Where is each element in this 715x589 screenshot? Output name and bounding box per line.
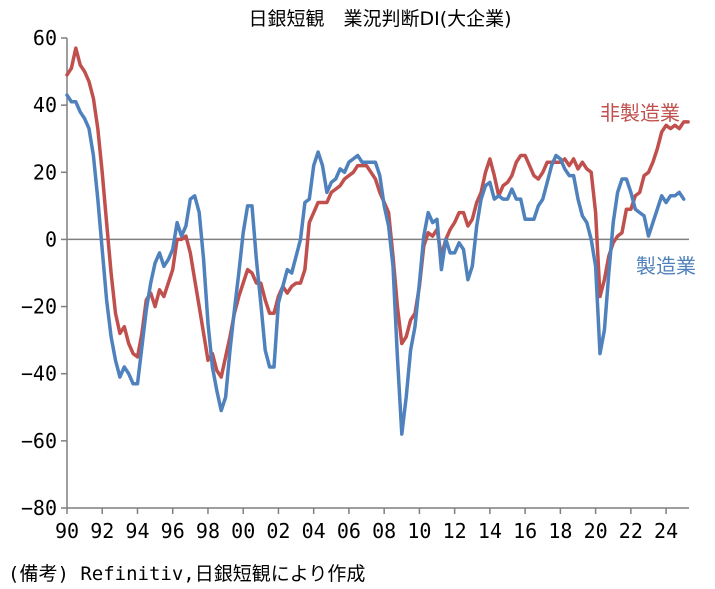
y-tick-group: 60 40 20 0 −20 −40 −60 −80: [21, 26, 67, 520]
x-tick-label: 02: [266, 519, 290, 543]
chart-title: 日銀短観 業況判断DI(大企業): [248, 8, 511, 30]
y-tick-label: −80: [21, 496, 57, 520]
x-tick-label: 16: [513, 519, 537, 543]
x-tick-label: 10: [407, 519, 431, 543]
plot-area: [66, 38, 689, 509]
x-tick-label: 22: [619, 519, 643, 543]
x-tick-label: 00: [231, 519, 255, 543]
series-label-manufacturing: 製造業: [636, 254, 696, 278]
x-tick-group: 90 92 94 96 98 00 02 04 06 08 10 12 14 16 18 20 22 24: [55, 508, 678, 543]
x-tick-label: 18: [548, 519, 572, 543]
x-tick-label: 14: [478, 519, 502, 543]
y-tick-label: 20: [33, 160, 57, 184]
x-tick-label: 08: [372, 519, 396, 543]
y-tick-label: 0: [45, 227, 57, 251]
series-line-nonmanufacturing: [65, 46, 690, 379]
series-label-nonmanufacturing: 非製造業: [600, 101, 680, 125]
x-tick-label: 20: [584, 519, 608, 543]
x-tick-label: 24: [654, 519, 678, 543]
x-tick-label: 96: [161, 519, 185, 543]
x-tick-label: 94: [125, 519, 149, 543]
x-tick-label: 98: [196, 519, 220, 543]
x-tick-label: 12: [443, 519, 467, 543]
x-tick-label: 04: [302, 519, 326, 543]
y-tick-label: −20: [21, 295, 57, 319]
source-note: (備考) Refinitiv,日銀短観により作成: [8, 563, 365, 585]
y-tick-label: −60: [21, 429, 57, 453]
series-group: [65, 46, 690, 436]
y-tick-label: −40: [21, 362, 57, 386]
x-tick-label: 90: [55, 519, 79, 543]
x-tick-label: 92: [90, 519, 114, 543]
series-line-manufacturing: [65, 93, 686, 436]
x-tick-label: 06: [337, 519, 361, 543]
y-tick-label: 40: [33, 93, 57, 117]
y-tick-label: 60: [33, 26, 57, 50]
